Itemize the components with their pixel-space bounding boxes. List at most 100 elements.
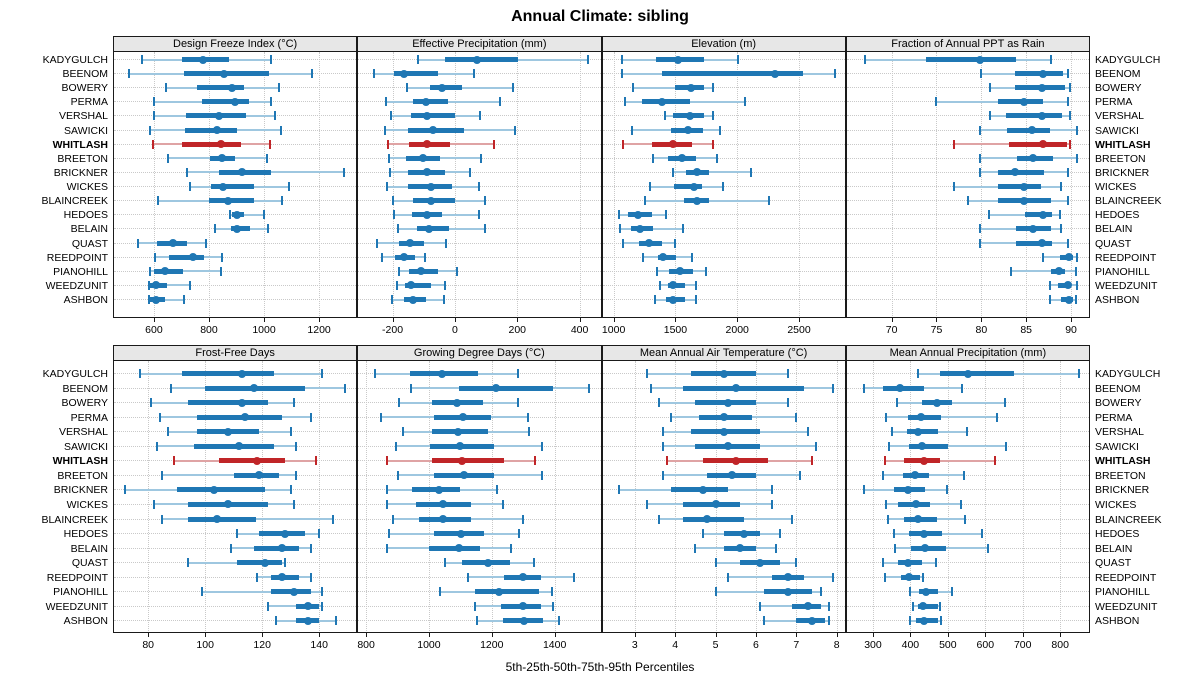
whisker-cap-5th (387, 139, 390, 149)
gridline-vertical (454, 52, 456, 317)
whisker-line (886, 416, 998, 419)
whisker-cap-5th (379, 412, 382, 422)
whisker-cap-95th (321, 369, 324, 378)
whisker-cap-5th (891, 427, 894, 437)
whisker-cap-95th (502, 499, 505, 509)
whisker-cap-5th (229, 543, 232, 553)
axis-tick-label: 1200 (307, 324, 331, 336)
median-dot (903, 485, 912, 494)
gridline-row (846, 87, 1089, 89)
row-label-left-hedoes: HEDOES (63, 209, 108, 222)
median-dot (669, 140, 678, 149)
whisker-cap-5th (443, 558, 446, 568)
whisker-cap-5th (405, 83, 408, 93)
median-dot (669, 281, 678, 290)
whisker-cap-95th (795, 412, 798, 422)
median-dot (920, 529, 929, 538)
whisker-cap-5th (655, 266, 658, 276)
median-dot (975, 55, 984, 64)
median-dot (914, 427, 923, 436)
whisker-cap-5th (384, 125, 387, 135)
axis-tick-mark (264, 318, 266, 322)
median-dot (1065, 295, 1074, 304)
gridline-row (114, 242, 357, 244)
row-label-left-perma: PERMA (70, 411, 108, 424)
median-dot (1039, 140, 1048, 149)
whisker-cap-95th (516, 398, 519, 408)
whisker-cap-95th (321, 601, 324, 611)
axis-tick-mark (428, 633, 430, 637)
whisker-cap-95th (1069, 83, 1072, 93)
whisker-cap-95th (468, 167, 471, 177)
whisker-cap-5th (631, 125, 634, 135)
whisker-cap-95th (963, 470, 966, 480)
whisker-cap-95th (718, 125, 721, 135)
median-dot (405, 239, 414, 248)
whisker-cap-95th (771, 499, 774, 509)
whisker-cap-95th (1067, 69, 1070, 79)
whisker-cap-5th (664, 111, 667, 121)
whisker-cap-5th (158, 412, 161, 422)
whisker-cap-5th (979, 167, 982, 177)
whisker-cap-95th (1069, 139, 1072, 149)
whisker-cap-5th (652, 153, 655, 163)
whisker-cap-95th (807, 427, 810, 437)
median-dot (238, 168, 247, 177)
whisker-cap-95th (787, 369, 790, 378)
whisker-cap-95th (442, 295, 445, 305)
axis-tick-label: 500 (939, 639, 957, 651)
median-dot (278, 544, 287, 553)
row-label-right-kadygulch: KADYGULCH (1095, 368, 1161, 380)
iqr-bar (444, 57, 518, 62)
median-dot (439, 500, 448, 509)
whisker-cap-95th (771, 485, 774, 495)
axis-tick-label: 6 (753, 639, 759, 651)
gridline-row (846, 115, 1089, 117)
axis-tick-mark (675, 633, 677, 637)
whisker-cap-95th (289, 485, 292, 495)
iqr-bar (1015, 71, 1063, 77)
whisker-cap-5th (882, 470, 885, 480)
whisker-cap-5th (385, 456, 388, 466)
gridline-row (846, 284, 1089, 286)
whisker-cap-5th (644, 196, 647, 206)
median-dot (692, 196, 701, 205)
median-dot (784, 587, 793, 596)
iqr-bar (404, 282, 431, 288)
whisker-cap-5th (884, 456, 887, 466)
median-dot (416, 267, 425, 276)
whisker-line (188, 561, 285, 564)
axis-tick-mark (554, 633, 556, 637)
median-dot (407, 281, 416, 290)
median-dot (684, 126, 693, 135)
gridline-vertical (947, 361, 949, 632)
axis-tick-mark (910, 633, 912, 637)
whisker-cap-95th (966, 427, 969, 437)
gridline-row (846, 387, 1089, 389)
iqr-bar (169, 254, 204, 260)
whisker-cap-95th (517, 529, 520, 539)
whisker-cap-5th (988, 210, 991, 220)
axis-tick-mark (675, 318, 677, 322)
row-label-right-wickes: WICKES (1095, 181, 1137, 194)
whisker-line (229, 213, 265, 216)
row-label-right-quast: QUAST (1095, 237, 1132, 250)
gridline-vertical (262, 361, 264, 632)
whisker-cap-5th (885, 412, 888, 422)
median-dot (699, 485, 708, 494)
gridline-vertical (579, 52, 581, 317)
whisker-cap-5th (150, 398, 153, 408)
iqr-bar (683, 385, 805, 391)
whisker-cap-95th (1067, 196, 1070, 206)
whisker-cap-95th (533, 456, 536, 466)
whisker-cap-95th (292, 499, 295, 509)
axis-tick-label: -200 (382, 324, 404, 336)
median-dot (494, 587, 503, 596)
whisker-cap-95th (480, 153, 483, 163)
gridline-row (358, 73, 601, 75)
median-dot (281, 529, 289, 538)
gridline-vertical (1022, 361, 1024, 632)
whisker-cap-95th (335, 616, 338, 626)
axis-tick-label: 1500 (663, 324, 688, 336)
whisker-cap-5th (155, 441, 158, 451)
